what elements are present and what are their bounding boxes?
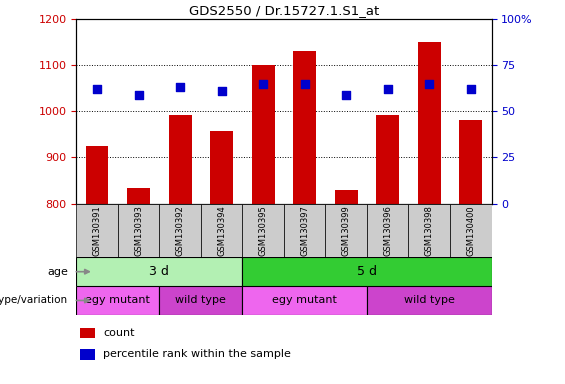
- Text: 5 d: 5 d: [357, 265, 377, 278]
- Bar: [76, 286, 159, 315]
- Point: [176, 84, 185, 91]
- Text: egy mutant: egy mutant: [85, 295, 150, 306]
- Bar: [169, 114, 192, 384]
- Bar: [127, 188, 150, 384]
- Bar: [418, 42, 441, 384]
- Bar: [76, 257, 242, 286]
- Text: GSM130393: GSM130393: [134, 205, 143, 256]
- Bar: [376, 114, 399, 384]
- Point: [383, 86, 392, 92]
- Bar: [242, 286, 367, 315]
- Text: GSM130394: GSM130394: [217, 205, 226, 256]
- Text: GSM130396: GSM130396: [383, 205, 392, 256]
- Text: GSM130391: GSM130391: [93, 205, 102, 256]
- Point: [217, 88, 226, 94]
- Bar: [367, 204, 408, 257]
- Bar: [459, 120, 482, 384]
- Point: [134, 92, 143, 98]
- Bar: [86, 146, 108, 384]
- Text: GSM130398: GSM130398: [425, 205, 434, 256]
- Title: GDS2550 / Dr.15727.1.S1_at: GDS2550 / Dr.15727.1.S1_at: [189, 3, 379, 17]
- Text: GSM130395: GSM130395: [259, 205, 268, 256]
- Text: wild type: wild type: [175, 295, 227, 306]
- Text: egy mutant: egy mutant: [272, 295, 337, 306]
- Text: age: age: [47, 266, 68, 277]
- Bar: [335, 190, 358, 384]
- Bar: [159, 286, 242, 315]
- Point: [259, 81, 268, 87]
- Bar: [252, 65, 275, 384]
- Bar: [80, 328, 95, 338]
- Text: count: count: [103, 328, 135, 338]
- Point: [300, 81, 309, 87]
- Bar: [80, 349, 95, 359]
- Point: [342, 92, 351, 98]
- Bar: [242, 204, 284, 257]
- Bar: [201, 204, 242, 257]
- Text: GSM130397: GSM130397: [300, 205, 309, 256]
- Text: GSM130392: GSM130392: [176, 205, 185, 256]
- Bar: [242, 257, 492, 286]
- Point: [93, 86, 102, 92]
- Bar: [284, 204, 325, 257]
- Bar: [325, 204, 367, 257]
- Bar: [76, 204, 118, 257]
- Point: [425, 81, 434, 87]
- Point: [466, 86, 475, 92]
- Bar: [450, 204, 492, 257]
- Bar: [159, 204, 201, 257]
- Text: GSM130400: GSM130400: [466, 205, 475, 256]
- Bar: [293, 51, 316, 384]
- Text: percentile rank within the sample: percentile rank within the sample: [103, 349, 291, 359]
- Bar: [408, 204, 450, 257]
- Text: genotype/variation: genotype/variation: [0, 295, 68, 306]
- Bar: [367, 286, 492, 315]
- Bar: [210, 131, 233, 384]
- Text: GSM130399: GSM130399: [342, 205, 351, 256]
- Text: 3 d: 3 d: [149, 265, 169, 278]
- Text: wild type: wild type: [404, 295, 455, 306]
- Bar: [118, 204, 159, 257]
